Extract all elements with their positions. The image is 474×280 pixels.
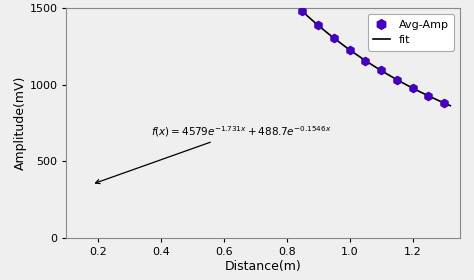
Point [409, 86, 416, 90]
Point [425, 94, 432, 98]
Point [330, 36, 337, 40]
Point [346, 48, 354, 52]
Legend: Avg-Amp, fit: Avg-Amp, fit [367, 14, 454, 51]
Text: $f(x) = 4579e^{-1.731x} + 488.7e^{-0.1546x}$: $f(x) = 4579e^{-1.731x} + 488.7e^{-0.154… [95, 124, 332, 184]
Point [440, 101, 448, 105]
Point [314, 23, 322, 27]
Y-axis label: Amplitude(mV): Amplitude(mV) [14, 76, 27, 171]
Point [362, 58, 369, 63]
Point [393, 77, 401, 82]
Point [377, 68, 385, 73]
Point [299, 9, 306, 14]
X-axis label: Distance(m): Distance(m) [225, 260, 301, 273]
